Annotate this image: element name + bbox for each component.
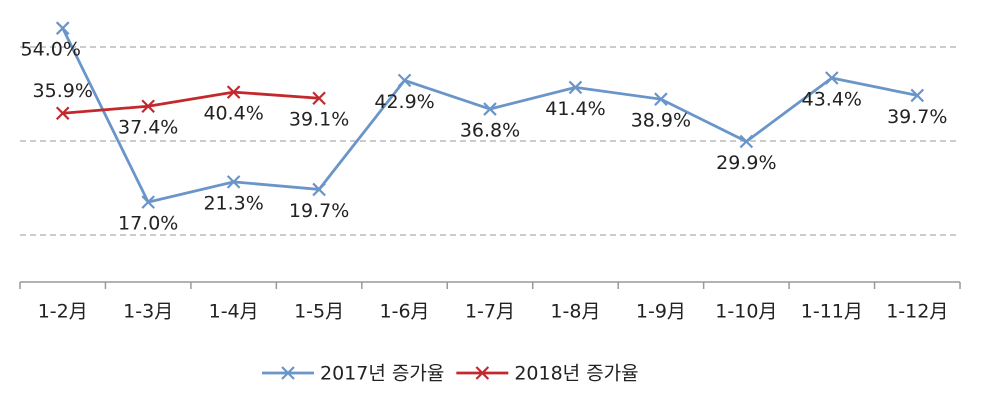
x-tick-label: 1-12月 (886, 301, 948, 323)
point-marker (568, 80, 583, 95)
point-marker (483, 102, 497, 116)
data-label: 40.4% (203, 103, 263, 125)
legend-label: 2018년 증가율 (514, 363, 638, 385)
data-label: 43.4% (802, 89, 862, 111)
point-marker (825, 71, 839, 85)
x-tick-label: 1-9月 (636, 301, 686, 323)
legend-marker (281, 366, 295, 380)
legend-marker (475, 366, 490, 380)
point-marker (55, 106, 70, 121)
x-tick-label: 1-8月 (550, 301, 600, 323)
x-tick-label: 1-11月 (801, 301, 863, 323)
data-label: 35.9% (33, 80, 93, 102)
data-label: 39.7% (887, 106, 947, 128)
data-label: 37.4% (118, 117, 178, 139)
x-tick-label: 1-6月 (380, 301, 430, 323)
point-marker (739, 134, 754, 149)
point-marker (226, 175, 241, 189)
data-label: 41.4% (545, 98, 605, 120)
point-marker (141, 195, 155, 209)
point-marker (55, 21, 70, 35)
x-tick-label: 1-2月 (38, 301, 88, 323)
x-tick-label: 1-4月 (209, 301, 259, 323)
data-label: 17.0% (118, 213, 178, 235)
data-label: 21.3% (203, 192, 263, 214)
point-marker (312, 182, 326, 197)
point-marker (226, 85, 241, 99)
data-label: 29.9% (716, 152, 776, 174)
series-line (62, 90, 320, 115)
point-marker (312, 91, 326, 106)
data-label: 39.1% (289, 109, 349, 131)
data-label: 54.0% (21, 39, 81, 61)
point-marker (141, 99, 155, 113)
x-tick-label: 1-7月 (465, 301, 515, 323)
point-marker (910, 88, 925, 103)
data-label: 42.9% (374, 91, 434, 113)
data-label: 19.7% (289, 200, 349, 222)
x-tick-label: 1-5月 (294, 301, 344, 323)
data-label: 38.9% (631, 110, 691, 132)
x-tick-label: 1-3月 (123, 301, 173, 323)
series-line (61, 27, 918, 204)
x-tick-label: 1-10月 (715, 301, 777, 323)
data-label: 36.8% (460, 120, 520, 142)
point-marker (397, 73, 412, 88)
legend-label: 2017년 증가율 (320, 363, 444, 385)
point-marker (654, 92, 668, 106)
